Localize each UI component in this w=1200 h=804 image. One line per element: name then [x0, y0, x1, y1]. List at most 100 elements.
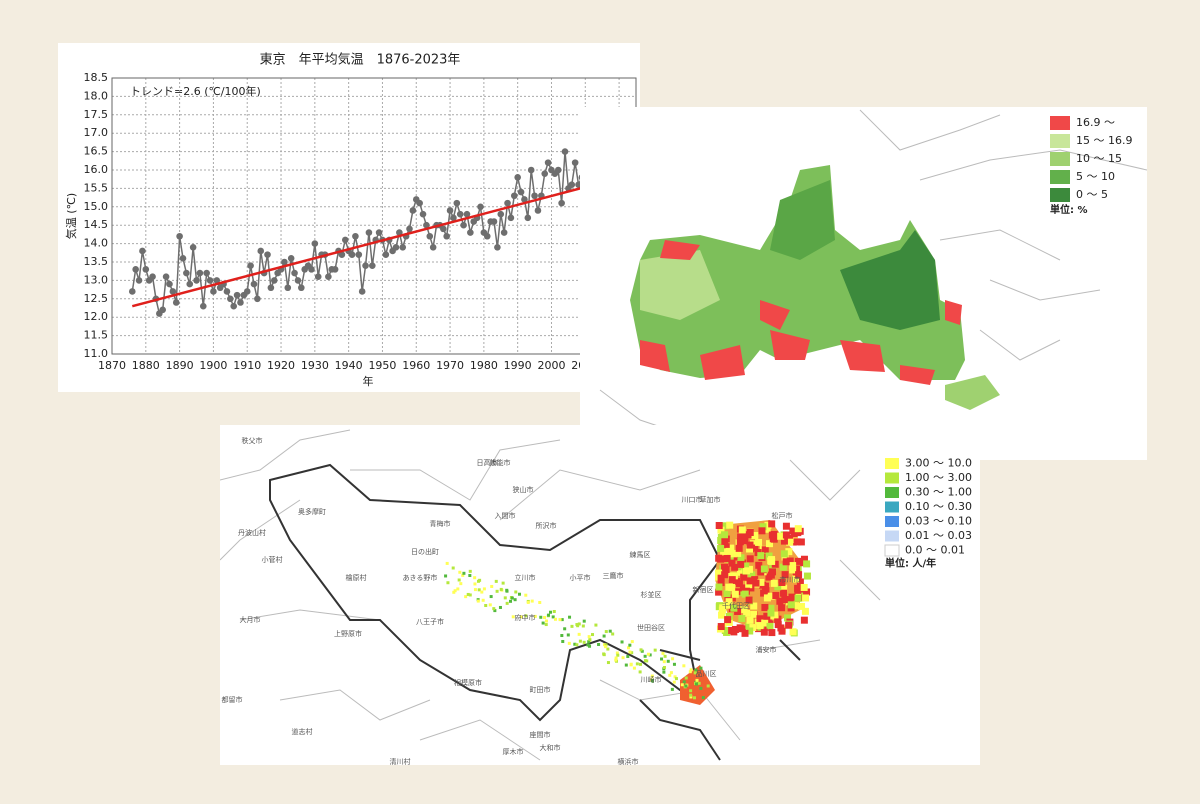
data-point	[483, 232, 491, 240]
legend-label: 5 ～ 10	[1076, 170, 1115, 183]
cell	[456, 587, 460, 591]
cell	[746, 541, 754, 549]
data-point	[227, 295, 234, 303]
x-axis-label: 年	[363, 374, 374, 388]
data-point	[166, 280, 173, 288]
cell	[785, 548, 793, 556]
island	[945, 375, 1000, 410]
x-tick-label: 1890	[166, 359, 194, 372]
cell	[735, 544, 743, 552]
data-point	[375, 229, 383, 236]
cell	[740, 605, 748, 613]
cell	[738, 615, 746, 623]
cell	[628, 643, 632, 647]
legend-label: 0 ～ 5	[1076, 188, 1108, 201]
cell	[722, 566, 730, 574]
cell	[604, 645, 608, 649]
legend-swatch	[884, 544, 900, 557]
cell	[792, 575, 800, 583]
cell	[767, 609, 775, 617]
cell	[484, 604, 488, 608]
cell	[768, 520, 776, 528]
chart-card: 東京 年平均気温 1876-2023年 年 気温 (℃) トレンド=2.6 (℃…	[58, 43, 640, 392]
cell	[519, 615, 523, 619]
cell	[794, 525, 802, 533]
cell	[630, 640, 634, 644]
cell	[767, 604, 775, 612]
cell	[444, 574, 448, 578]
y-tick-label: 14.5	[84, 218, 109, 231]
cell	[693, 671, 697, 675]
cell	[490, 584, 494, 588]
boundary	[599, 109, 1147, 441]
data-point	[500, 229, 508, 236]
data-point	[257, 247, 265, 255]
cell	[741, 590, 749, 598]
data-point	[392, 243, 400, 251]
cell	[581, 624, 585, 628]
legend-swatch	[885, 530, 899, 542]
x-tick-label: 1920	[267, 359, 295, 372]
cell	[575, 643, 579, 647]
cell	[760, 628, 768, 636]
data-point	[531, 192, 538, 200]
data-point	[453, 199, 461, 207]
cell	[614, 658, 618, 662]
cell	[597, 642, 601, 646]
data-point	[514, 174, 521, 181]
cell	[462, 571, 466, 575]
cell	[752, 579, 760, 587]
cell	[620, 640, 624, 644]
cell	[779, 563, 787, 571]
place-label: 入間市	[495, 511, 516, 520]
cell	[660, 657, 664, 661]
cell	[615, 651, 619, 655]
cell	[689, 695, 693, 699]
cell	[606, 661, 610, 665]
cell	[728, 559, 736, 567]
cell	[446, 581, 450, 585]
cell	[737, 533, 745, 541]
data-point	[450, 214, 457, 222]
data-point	[517, 188, 525, 196]
cell	[489, 595, 493, 599]
data-point	[352, 232, 359, 240]
cell	[461, 573, 465, 577]
cell	[781, 571, 789, 579]
legend-swatch	[885, 472, 899, 484]
data-point	[135, 277, 143, 284]
cell	[666, 659, 670, 663]
legend-swatch	[885, 458, 899, 469]
cell	[797, 538, 805, 546]
data-point	[298, 284, 305, 292]
data-point	[497, 210, 505, 218]
cell	[544, 623, 548, 627]
cell	[630, 651, 634, 655]
data-point	[467, 229, 474, 236]
data-point	[325, 273, 332, 281]
map-card: 3.00 ～ 10.01.00 ～ 3.00 0.30 ～ 1.000.10 ～ …	[220, 425, 980, 765]
cell	[549, 610, 553, 614]
cell	[560, 618, 564, 622]
data-point	[571, 159, 579, 166]
place-label: 青梅市	[430, 519, 451, 528]
cell	[558, 618, 562, 622]
annotation: トレンド=2.6 (℃/100年)	[130, 84, 261, 98]
cell	[575, 623, 579, 627]
cell	[570, 624, 574, 628]
place-label: 座間市	[530, 730, 551, 739]
cell	[763, 525, 771, 533]
cell	[736, 568, 744, 576]
cell	[473, 588, 477, 592]
legend-label: 0.03 ～ 0.10	[905, 515, 972, 528]
data-point	[196, 269, 204, 277]
cell	[503, 596, 507, 600]
place-label: あきる野市	[403, 573, 438, 582]
place-label: 大和市	[540, 743, 561, 752]
cell	[780, 550, 788, 558]
cell	[478, 578, 482, 582]
land	[630, 165, 965, 380]
cell	[632, 666, 636, 670]
cell	[468, 593, 472, 597]
cell	[802, 594, 810, 602]
